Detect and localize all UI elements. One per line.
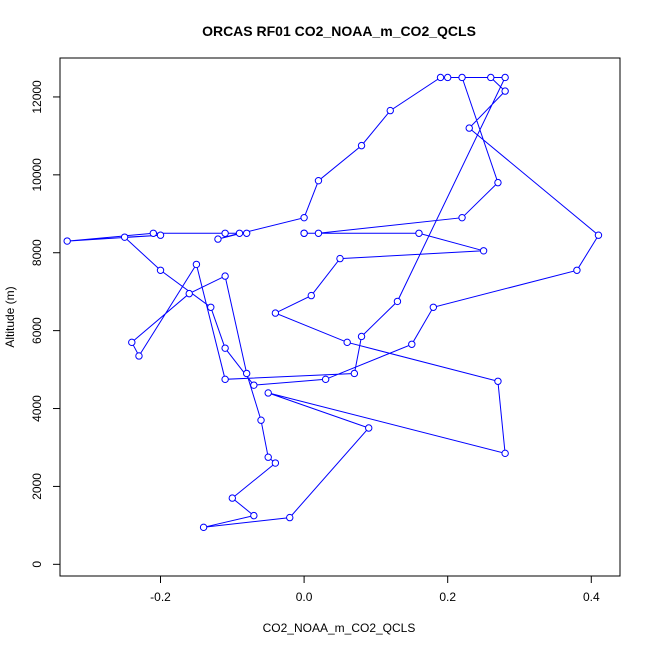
data-point: [415, 229, 423, 237]
data-point: [336, 254, 344, 263]
data-point: [135, 352, 143, 360]
data-point: [257, 416, 265, 424]
data-point: [494, 377, 502, 385]
data-point: [408, 340, 416, 348]
y-tick-label: 6000: [30, 317, 44, 344]
data-point: [185, 289, 193, 298]
data-point: [149, 229, 158, 237]
data-point: [321, 375, 330, 384]
data-point: [573, 266, 581, 274]
data-point: [271, 309, 280, 317]
x-tick-label: 0.2: [439, 590, 456, 604]
data-point: [501, 87, 509, 95]
data-point: [386, 106, 394, 115]
y-tick-label: 2000: [30, 473, 44, 500]
data-point: [594, 231, 603, 239]
data-point: [300, 229, 308, 237]
y-tick-label: 10000: [30, 158, 44, 192]
x-axis: -0.2 0.0 0.2 0.4: [150, 575, 600, 604]
x-tick-label: 0.4: [583, 590, 600, 604]
data-point: [128, 338, 136, 347]
data-point: [221, 375, 229, 384]
x-tick-label: 0.0: [296, 590, 313, 604]
data-point: [228, 494, 237, 502]
data-point: [436, 73, 445, 82]
data-point: [365, 424, 373, 432]
data-point: [235, 229, 244, 237]
data-point: [443, 73, 452, 82]
x-axis-label: CO2_NOAA_m_CO2_QCLS: [263, 621, 416, 635]
data-point: [156, 231, 165, 239]
data-point: [300, 213, 308, 222]
data-point: [501, 73, 509, 82]
data-point: [214, 235, 222, 243]
data-point: [429, 303, 438, 311]
data-point: [221, 229, 229, 237]
y-tick-label: 8000: [30, 239, 44, 266]
data-point: [250, 511, 258, 520]
data-point: [199, 523, 208, 532]
data-point: [357, 141, 366, 150]
data-point: [250, 381, 258, 389]
y-axis: 0 2000 4000 6000 8000 10000 12000: [30, 80, 61, 568]
data-point: [465, 124, 473, 132]
data-point: [501, 449, 509, 458]
data-point: [307, 291, 315, 300]
data-point: [487, 73, 495, 82]
data-point: [458, 213, 466, 222]
y-tick-label: 4000: [30, 395, 44, 422]
data-point: [357, 332, 366, 341]
data-point: [156, 266, 165, 274]
data-point: [393, 297, 402, 306]
y-tick-label: 12000: [30, 80, 44, 114]
data-point: [314, 229, 323, 237]
data-point: [350, 369, 359, 378]
data-point: [264, 453, 272, 461]
chart-title: ORCAS RF01 CO2_NOAA_m_CO2_QCLS: [202, 23, 476, 39]
data-point: [242, 369, 251, 378]
data-point: [314, 176, 323, 185]
x-tick-label: -0.2: [150, 590, 171, 604]
y-axis-label: Altitude (m): [3, 286, 17, 347]
y-tick-label: 0: [30, 561, 44, 568]
data-point: [343, 338, 351, 347]
data-point: [286, 513, 294, 522]
data-point: [494, 178, 502, 187]
data-point: [271, 459, 280, 467]
data-point: [192, 260, 201, 269]
data-point: [221, 344, 229, 352]
data-point: [458, 73, 466, 82]
data-point: [479, 247, 488, 255]
series-layer: [63, 73, 603, 532]
data-point: [221, 272, 229, 280]
data-point: [120, 233, 129, 241]
data-point: [242, 229, 251, 237]
data-point: [207, 303, 215, 311]
data-point: [264, 389, 272, 397]
data-point: [63, 237, 71, 245]
